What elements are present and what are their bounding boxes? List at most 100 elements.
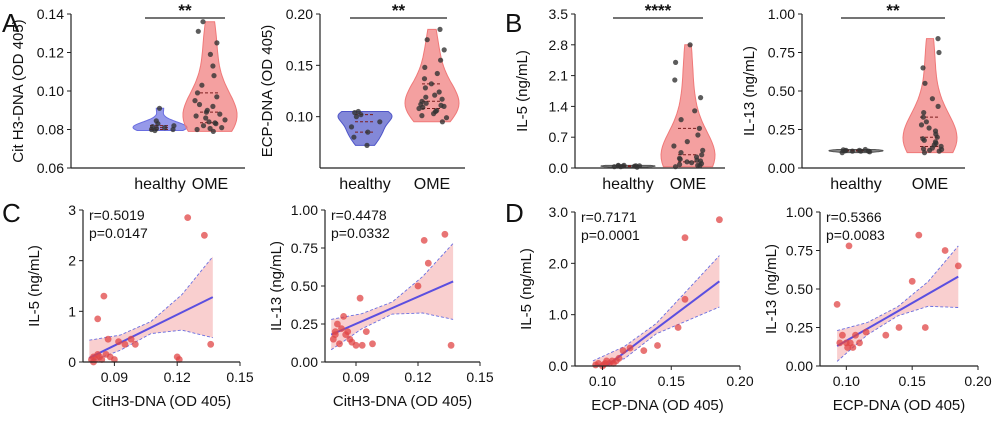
data-point xyxy=(100,292,108,300)
data-point xyxy=(672,164,679,170)
data-point xyxy=(920,65,926,71)
data-point xyxy=(362,328,370,335)
violin-OME xyxy=(902,38,958,154)
regression-line xyxy=(88,296,214,359)
data-point xyxy=(439,96,445,102)
data-point xyxy=(419,98,425,104)
correlation-r: r=0.5366 xyxy=(826,209,882,225)
panel-letter: A xyxy=(2,8,20,38)
data-point xyxy=(695,132,701,138)
data-point xyxy=(211,73,217,79)
correlation-p: p=0.0332 xyxy=(331,225,390,241)
data-point xyxy=(839,331,846,339)
confidence-band xyxy=(837,245,959,362)
data-point xyxy=(127,335,135,343)
data-point xyxy=(193,113,199,119)
y-axis-label: IL-13 (ng/mL) xyxy=(741,46,758,136)
data-point xyxy=(104,335,112,343)
data-point xyxy=(676,155,683,161)
data-point xyxy=(615,354,623,362)
data-point xyxy=(681,295,689,303)
data-point xyxy=(862,328,870,336)
data-point xyxy=(194,90,201,96)
data-point xyxy=(194,126,200,133)
data-point xyxy=(689,160,695,166)
y-tick-label: 0.00 xyxy=(291,354,318,370)
data-point xyxy=(441,230,449,238)
confidence-upper xyxy=(836,245,959,332)
x-category-label: OME xyxy=(670,176,706,193)
data-point xyxy=(171,123,177,129)
data-point xyxy=(207,125,213,132)
violin-OME xyxy=(182,21,238,132)
y-tick-label: 0.00 xyxy=(786,358,813,374)
x-tick-label: 0.12 xyxy=(404,369,431,385)
violin-healthy xyxy=(337,111,393,146)
data-point xyxy=(936,49,942,56)
data-point xyxy=(672,77,678,83)
data-point xyxy=(210,103,216,109)
data-point xyxy=(153,125,160,132)
data-point xyxy=(681,234,689,242)
data-point xyxy=(921,110,927,116)
correlation-p: p=0.0147 xyxy=(89,225,148,241)
data-point xyxy=(217,111,223,117)
data-point xyxy=(920,114,926,120)
data-point xyxy=(420,237,428,244)
data-point xyxy=(687,42,693,48)
x-axis-label: CitH3-DNA (OD 405) xyxy=(333,393,472,410)
correlation-r: r=0.5019 xyxy=(89,207,145,223)
correlation-p: p=0.0001 xyxy=(581,227,640,243)
y-tick-label: 0.00 xyxy=(768,160,795,176)
data-point xyxy=(358,341,366,349)
data-point xyxy=(849,148,856,154)
data-point xyxy=(921,324,929,331)
data-point xyxy=(369,340,376,348)
confidence-upper xyxy=(331,243,454,320)
confidence-upper xyxy=(592,255,720,362)
y-tick-label: 0.7 xyxy=(549,129,569,145)
data-point xyxy=(214,40,220,46)
data-point xyxy=(353,114,359,120)
y-axis-label: IL-13 (ng/mL) xyxy=(268,241,285,331)
significance-label: ** xyxy=(886,1,900,20)
data-point xyxy=(443,115,450,121)
x-category-label: OME xyxy=(414,176,450,193)
y-tick-label: 0.25 xyxy=(291,316,318,332)
data-point xyxy=(98,356,106,363)
data-point xyxy=(918,122,925,128)
y-tick-label: 0.20 xyxy=(286,6,313,22)
data-point xyxy=(856,339,863,347)
data-point xyxy=(862,146,868,153)
data-point xyxy=(94,315,102,323)
data-point xyxy=(421,76,428,82)
x-tick-label: 0.10 xyxy=(589,373,616,389)
data-point xyxy=(338,325,345,332)
y-tick-label: 1.4 xyxy=(549,98,569,114)
confidence-band xyxy=(592,255,720,366)
x-tick-label: 0.15 xyxy=(466,369,493,385)
data-point xyxy=(414,282,422,290)
data-point xyxy=(214,94,220,100)
data-point xyxy=(932,128,939,134)
y-axis-label: IL-5 (ng/mL) xyxy=(514,50,531,132)
y-tick-label: 0.25 xyxy=(786,320,813,336)
data-point xyxy=(693,154,700,160)
x-tick-label: 0.15 xyxy=(658,373,685,389)
data-point xyxy=(833,301,841,308)
y-tick-label: 0.08 xyxy=(37,122,64,138)
data-point xyxy=(162,125,168,131)
data-point xyxy=(619,347,627,354)
y-tick-label: 0.75 xyxy=(786,243,813,259)
data-point xyxy=(836,339,844,347)
y-axis-label: Cit H3-DNA (OD 405) xyxy=(10,19,27,162)
y-tick-label: 0.10 xyxy=(286,109,313,125)
x-category-label: OME xyxy=(912,176,948,193)
data-point xyxy=(908,277,916,285)
confidence-band xyxy=(331,243,454,350)
panel-letter: B xyxy=(505,8,522,38)
chart-panel-4: 0 1 2 3 0.09 0.12 0.15 CitH3-DNA (OD 405) IL-5 (… xyxy=(2,198,254,410)
data-point xyxy=(929,96,936,102)
data-point xyxy=(432,92,438,98)
